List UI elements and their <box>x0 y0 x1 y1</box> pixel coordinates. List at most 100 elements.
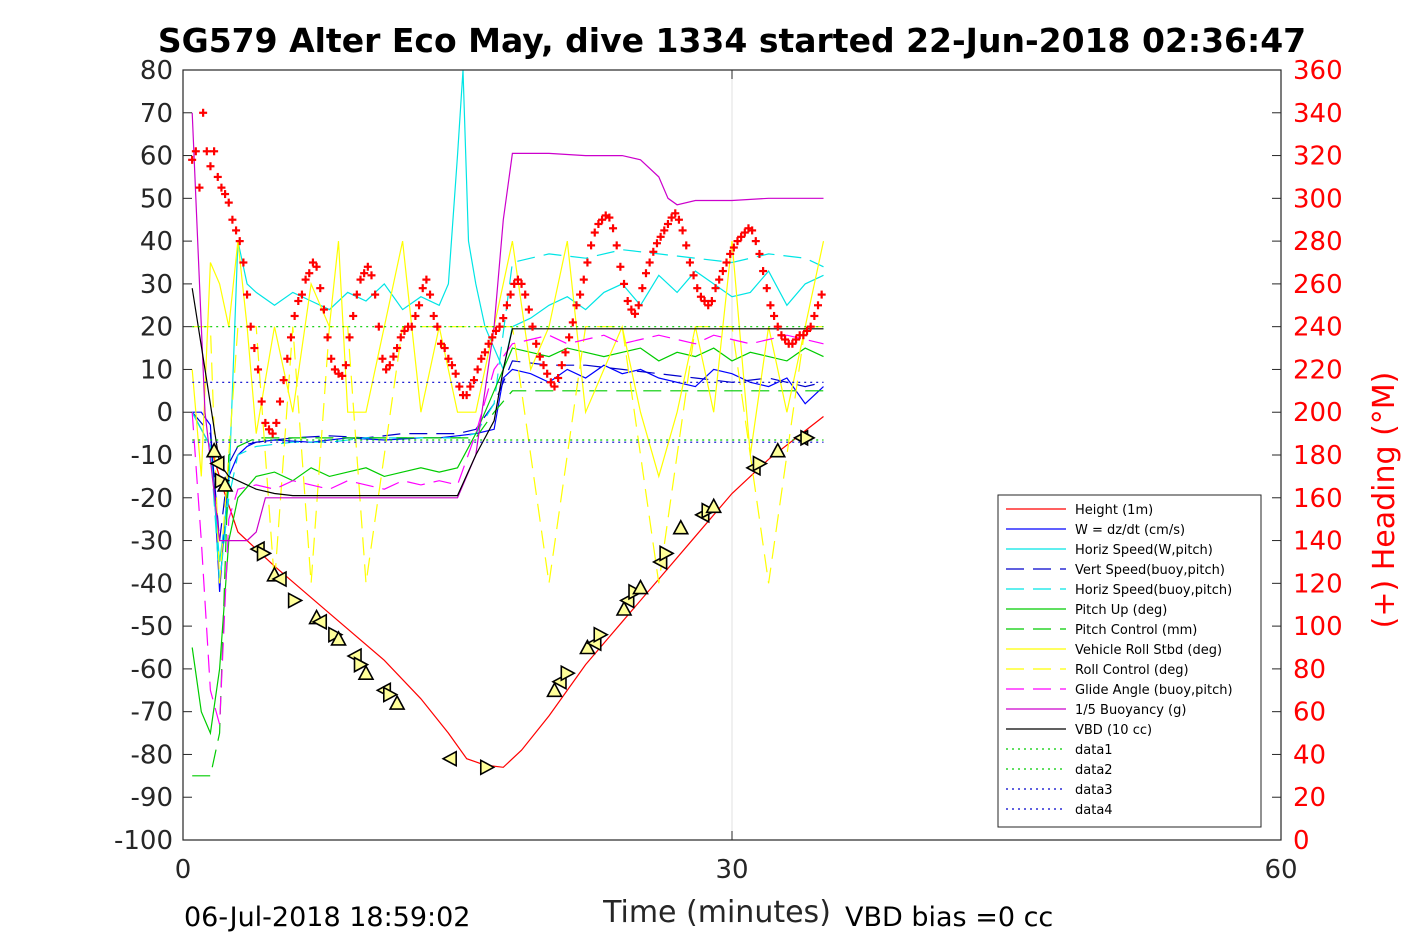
series-line-7 <box>191 240 825 479</box>
heading-marker <box>418 284 427 293</box>
y-tick-label: 30 <box>140 270 173 300</box>
y-tick-label: 0 <box>156 398 173 428</box>
heading-marker <box>279 376 288 385</box>
heading-marker <box>378 354 387 363</box>
heading-marker <box>579 275 588 284</box>
heading-marker <box>356 275 365 284</box>
heading-marker <box>221 190 230 199</box>
heading-marker <box>781 335 790 344</box>
heading-marker <box>235 237 244 246</box>
triangle-marker <box>353 656 370 673</box>
heading-marker <box>521 290 530 299</box>
heading-marker <box>605 213 614 222</box>
y-tick-label: 70 <box>140 99 173 129</box>
heading-marker <box>367 271 376 280</box>
series-line-5 <box>191 347 824 736</box>
heading-marker <box>707 297 716 305</box>
triangle-marker <box>357 664 375 680</box>
heading-marker <box>627 305 636 314</box>
right-tick-label: 200 <box>1293 398 1343 428</box>
y-tick-label: -10 <box>131 441 173 471</box>
plot-area <box>188 69 826 777</box>
heading-marker <box>803 326 812 335</box>
heading-marker <box>718 267 727 276</box>
triangle-marker <box>311 613 328 631</box>
heading-marker <box>678 226 687 235</box>
heading-marker <box>513 275 522 284</box>
heading-marker <box>188 155 197 164</box>
heading-marker <box>689 271 698 280</box>
series-line-10 <box>191 112 824 542</box>
heading-marker <box>301 275 310 284</box>
right-tick-label: 100 <box>1293 612 1343 642</box>
heading-marker <box>480 348 489 357</box>
heading-marker <box>294 297 303 305</box>
heading-marker <box>587 241 596 250</box>
footer-vbd-bias: VBD bias =0 cc <box>845 902 1053 933</box>
legend-entry: Horiz Speed(W,pitch) <box>1075 543 1213 558</box>
legend-entry: Vert Speed(buoy,pitch) <box>1075 563 1225 578</box>
x-tick-label: 0 <box>175 855 192 885</box>
heading-marker <box>535 352 544 361</box>
legend-entry: Vehicle Roll Stbd (deg) <box>1075 643 1222 658</box>
heading-marker <box>748 226 757 235</box>
triangle-marker <box>330 630 347 646</box>
heading-marker <box>528 322 537 331</box>
heading-marker <box>729 243 738 252</box>
heading-marker <box>634 301 643 310</box>
heading-marker <box>638 284 647 293</box>
legend-entry: data3 <box>1075 783 1113 798</box>
heading-marker <box>232 226 241 235</box>
heading-marker <box>323 333 332 342</box>
triangle-marker <box>560 664 576 682</box>
heading-marker <box>191 147 200 156</box>
heading-marker <box>594 220 603 228</box>
triangle-marker <box>659 545 675 562</box>
heading-marker <box>788 339 797 348</box>
x-axis-label: Time (minutes) <box>602 895 831 930</box>
heading-marker <box>696 292 705 301</box>
heading-marker <box>755 249 764 258</box>
heading-marker <box>620 279 629 288</box>
heading-marker <box>400 326 409 335</box>
heading-marker <box>806 322 815 331</box>
triangle-marker <box>209 455 225 472</box>
heading-marker <box>524 305 533 314</box>
heading-marker <box>319 305 328 314</box>
heading-marker <box>539 361 548 370</box>
heading-marker <box>389 352 398 361</box>
heading-marker <box>704 301 713 310</box>
heading-marker <box>283 354 292 363</box>
heading-marker <box>429 311 438 320</box>
y-axis-left: 80 70 60 50 40 30 20 10 0 -10 -20 -30 -40 -50 -60 -70 -8… <box>114 56 192 856</box>
heading-marker <box>700 297 709 305</box>
triangle-marker <box>615 600 633 616</box>
heading-marker <box>660 226 669 235</box>
right-tick-label: 300 <box>1293 184 1343 214</box>
heading-marker <box>583 258 592 267</box>
heading-marker <box>737 232 746 241</box>
heading-marker <box>609 224 618 233</box>
heading-marker <box>685 258 694 267</box>
heading-marker <box>477 354 486 363</box>
heading-marker <box>491 326 500 335</box>
heading-marker <box>693 284 702 293</box>
heading-marker <box>257 397 266 406</box>
right-tick-label: 160 <box>1293 484 1343 514</box>
right-tick-label: 60 <box>1293 698 1326 728</box>
series-line-4 <box>191 249 824 584</box>
triangle-marker <box>287 592 304 609</box>
triangle-marker <box>388 694 406 710</box>
triangle-marker <box>769 442 787 458</box>
x-tick-label: 30 <box>715 855 748 885</box>
heading-marker <box>308 258 317 267</box>
heading-marker <box>338 371 347 380</box>
heading-marker <box>473 365 482 374</box>
heading-marker <box>437 339 446 348</box>
heading-marker <box>572 301 581 310</box>
heading-marker <box>462 391 471 400</box>
heading-marker <box>374 322 383 331</box>
heading-marker <box>773 322 782 331</box>
legend-entry: Pitch Control (mm) <box>1075 623 1197 638</box>
heading-marker <box>546 378 555 387</box>
